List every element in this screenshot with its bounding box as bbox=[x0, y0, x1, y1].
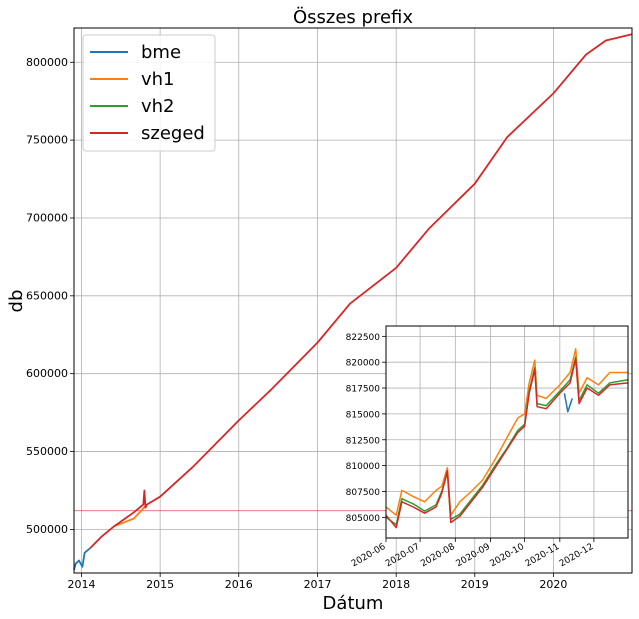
main-ytick-label: 650000 bbox=[26, 289, 68, 302]
inset-series-szeged bbox=[385, 358, 629, 529]
inset-background bbox=[386, 326, 628, 538]
main-chart: 2014 2015 2016 2017 2018 2019 2020 500000 550000… bbox=[6, 6, 633, 614]
inset-series-bme bbox=[563, 393, 574, 413]
main-ytick-label: 550000 bbox=[26, 445, 68, 458]
main-xlabel: Dátum bbox=[323, 593, 384, 614]
inset-plot-frame bbox=[385, 325, 629, 539]
legend-box bbox=[82, 34, 216, 152]
main-ytick-label: 500000 bbox=[26, 523, 68, 536]
inset-ytick-label: 815000 bbox=[346, 410, 381, 420]
main-xtick-label: 2020 bbox=[539, 578, 567, 591]
main-title: Összes prefix bbox=[293, 6, 413, 28]
main-series bbox=[73, 33, 633, 571]
main-ylabel: db bbox=[6, 290, 27, 313]
main-xtick-label: 2014 bbox=[68, 578, 96, 591]
main-ticks: 2014 2015 2016 2017 2018 2019 2020 500000 550000… bbox=[26, 56, 567, 591]
inset-ytick-label: 817500 bbox=[346, 385, 381, 395]
inset-ytick-label: 820000 bbox=[346, 359, 381, 369]
main-series-vh1 bbox=[113, 503, 148, 528]
legend-label-bme: bme bbox=[141, 42, 181, 63]
legend-label-vh1: vh1 bbox=[141, 69, 175, 90]
inset-ytick-label: 812500 bbox=[346, 436, 381, 446]
main-ytick-label: 600000 bbox=[26, 367, 68, 380]
main-ytick-label: 800000 bbox=[26, 56, 68, 69]
main-xtick-label: 2019 bbox=[461, 578, 489, 591]
main-xtick-label: 2016 bbox=[225, 578, 253, 591]
main-xtick-label: 2015 bbox=[146, 578, 174, 591]
main-plot-frame bbox=[73, 27, 633, 574]
inset-ytick-label: 805000 bbox=[346, 514, 381, 524]
main-ytick-label: 750000 bbox=[26, 134, 68, 147]
main-ytick-label: 700000 bbox=[26, 211, 68, 224]
main-series-bme bbox=[73, 547, 91, 571]
legend-entries: bme vh1 vh2 szeged bbox=[90, 42, 205, 144]
legend-label-vh2: vh2 bbox=[141, 96, 175, 117]
inset-ytick-label: 807500 bbox=[346, 488, 381, 498]
main-xtick-label: 2018 bbox=[382, 578, 410, 591]
main-xtick-label: 2017 bbox=[304, 578, 332, 591]
legend: bme vh1 vh2 szeged bbox=[82, 34, 216, 152]
inset-ytick-label: 822500 bbox=[346, 333, 381, 343]
main-series-szeged bbox=[89, 33, 633, 549]
inset-ytick-label: 810000 bbox=[346, 462, 381, 472]
inset-series bbox=[385, 348, 629, 529]
legend-label-szeged: szeged bbox=[141, 123, 205, 144]
inset-chart: 2020-062020-072020-082020-092020-102020-… bbox=[346, 325, 629, 569]
